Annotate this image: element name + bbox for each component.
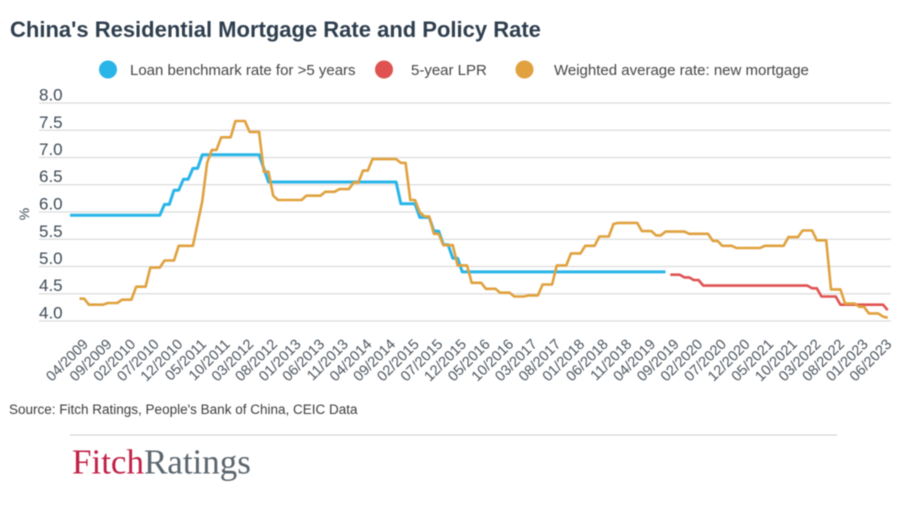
svg-text:8.0: 8.0 xyxy=(39,86,63,105)
svg-text:Loan benchmark rate for >5 yea: Loan benchmark rate for >5 years xyxy=(130,62,356,79)
svg-text:6.0: 6.0 xyxy=(39,195,63,214)
svg-text:7.5: 7.5 xyxy=(39,113,63,132)
svg-text:5-year LPR: 5-year LPR xyxy=(411,62,487,79)
svg-text:4.0: 4.0 xyxy=(39,304,63,323)
svg-text:China's Residential Mortgage R: China's Residential Mortgage Rate and Po… xyxy=(10,17,541,42)
svg-text:5.5: 5.5 xyxy=(39,222,63,241)
svg-text:4.5: 4.5 xyxy=(39,276,63,295)
svg-text:Weighted average rate: new mor: Weighted average rate: new mortgage xyxy=(554,62,809,79)
svg-text:5.0: 5.0 xyxy=(39,249,63,268)
svg-text:6.5: 6.5 xyxy=(39,167,63,186)
svg-text:%: % xyxy=(16,208,32,220)
svg-text:7.0: 7.0 xyxy=(39,140,63,159)
svg-text:Source: Fitch Ratings, People': Source: Fitch Ratings, People's Bank of … xyxy=(9,402,358,417)
svg-text:FitchRatings: FitchRatings xyxy=(72,443,251,482)
